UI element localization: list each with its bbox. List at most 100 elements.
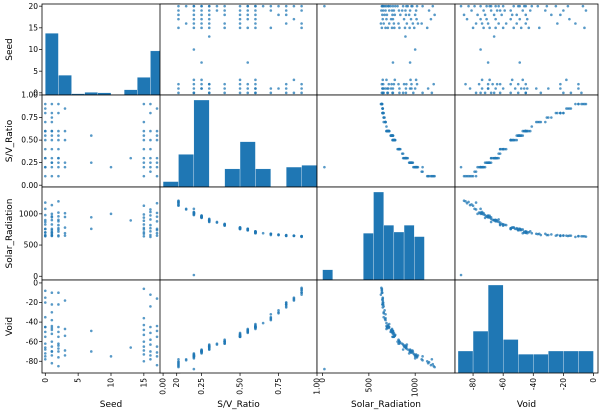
histogram-bar-solar-radiation-0 [322, 269, 333, 281]
scatter-point-s-v-ratio-vs-solar-radiation-113 [411, 161, 414, 164]
scatter-point-solar-radiation-vs-s-v-ratio-115 [207, 218, 211, 222]
scatter-point-void-vs-solar-radiation-87 [408, 348, 412, 351]
scatter-point-void-vs-seed-41 [63, 334, 67, 338]
scatter-point-seed-vs-void-98 [473, 4, 476, 8]
scatter-point-seed-vs-void-104 [512, 4, 516, 8]
scatter-point-seed-vs-void-82 [524, 13, 528, 17]
scatter-point-solar-radiation-vs-seed-44 [89, 215, 93, 219]
y-tick-label-void-0: -80 [26, 357, 38, 366]
scatter-point-s-v-ratio-vs-seed-54 [142, 134, 146, 137]
scatter-point-seed-vs-void-117 [459, 4, 463, 8]
scatter-point-solar-radiation-vs-void-93 [528, 230, 532, 233]
scatter-point-seed-vs-s-v-ratio-94 [269, 9, 273, 12]
scatter-point-seed-vs-solar-radiation-53 [393, 26, 396, 30]
scatter-point-seed-vs-void-37 [577, 82, 580, 86]
scatter-point-void-vs-seed-56 [142, 316, 146, 320]
histogram-bar-void-2 [487, 284, 504, 374]
scatter-point-seed-vs-void-45 [518, 61, 522, 64]
scatter-point-seed-vs-void-44 [486, 61, 490, 64]
x-tick-label-void-2: -40 [529, 378, 538, 390]
scatter-point-seed-vs-s-v-ratio-64 [254, 22, 257, 25]
scatter-point-void-vs-seed-3 [43, 342, 47, 345]
scatter-point-seed-vs-void-111 [566, 4, 570, 8]
scatter-point-seed-vs-s-v-ratio-90 [223, 9, 226, 12]
scatter-point-void-vs-seed-33 [57, 335, 60, 339]
scatter-point-solar-radiation-vs-void-117 [459, 273, 463, 277]
scatter-point-seed-vs-solar-radiation-13 [381, 91, 385, 95]
scatter-point-void-vs-s-v-ratio-92 [246, 327, 250, 331]
scatter-point-seed-vs-void-77 [483, 13, 487, 17]
scatter-point-seed-vs-s-v-ratio-67 [177, 17, 180, 21]
scatter-point-s-v-ratio-vs-seed-36 [57, 111, 60, 115]
y-tick-label-solar-radiation-0: 0 [33, 272, 38, 281]
scatter-point-void-vs-seed-20 [50, 328, 54, 332]
scatter-point-s-v-ratio-vs-void-100 [485, 161, 488, 164]
scatter-point-seed-vs-void-17 [494, 87, 497, 90]
scatter-point-seed-vs-void-52 [501, 26, 505, 30]
scatter-point-solar-radiation-vs-seed-45 [89, 227, 93, 231]
scatter-point-seed-vs-solar-radiation-71 [391, 17, 395, 21]
scatter-point-seed-vs-s-v-ratio-35 [254, 82, 257, 86]
scatter-point-seed-vs-solar-radiation-95 [381, 9, 385, 12]
y-tick-label-seed-0: 0 [33, 88, 38, 97]
scatter-point-seed-vs-void-97 [467, 4, 470, 8]
scatter-point-s-v-ratio-vs-void-37 [577, 102, 580, 106]
scatter-point-seed-vs-s-v-ratio-86 [192, 9, 196, 12]
scatter-point-void-vs-solar-radiation-101 [406, 348, 410, 351]
scatter-point-seed-vs-s-v-ratio-3 [223, 91, 226, 95]
scatter-point-seed-vs-solar-radiation-73 [385, 17, 388, 21]
x-tick-label-seed-2: 10 [107, 378, 116, 388]
scatter-point-void-vs-seed-8 [43, 301, 47, 304]
scatter-point-seed-vs-void-75 [462, 13, 466, 17]
scatter-point-solar-radiation-vs-void-85 [470, 203, 473, 206]
scatter-point-void-vs-solar-radiation-105 [389, 330, 392, 334]
scatter-point-seed-vs-void-18 [501, 87, 505, 90]
scatter-point-s-v-ratio-vs-seed-66 [149, 102, 152, 106]
scatter-point-void-vs-solar-radiation-115 [405, 345, 408, 348]
scatter-point-seed-vs-s-v-ratio-19 [238, 87, 242, 90]
scatter-point-void-vs-seed-34 [57, 330, 60, 334]
histogram-bar-void-3 [503, 339, 519, 374]
scatter-point-seed-vs-s-v-ratio-54 [246, 26, 250, 30]
scatter-point-seed-vs-s-v-ratio-113 [200, 4, 203, 8]
scatter-point-s-v-ratio-vs-seed-55 [142, 129, 146, 133]
scatter-point-seed-vs-solar-radiation-40 [409, 78, 412, 82]
scatter-point-seed-vs-s-v-ratio-93 [254, 9, 257, 12]
scatter-point-seed-vs-void-8 [562, 91, 565, 95]
scatter-point-void-vs-s-v-ratio-63 [238, 331, 242, 335]
scatter-point-s-v-ratio-vs-void-75 [462, 174, 466, 178]
histogram-bar-seed-7 [137, 77, 151, 96]
scatter-point-void-vs-solar-radiation-104 [393, 333, 397, 337]
scatter-point-void-vs-seed-65 [149, 305, 152, 308]
scatter-point-solar-radiation-vs-seed-66 [149, 235, 152, 239]
scatter-point-seed-vs-s-v-ratio-117 [192, 4, 196, 8]
scatter-point-void-vs-solar-radiation-117 [323, 367, 326, 371]
scatter-point-void-vs-solar-radiation-49 [412, 353, 416, 356]
scatter-point-s-v-ratio-vs-seed-30 [57, 161, 60, 164]
scatter-point-void-vs-solar-radiation-92 [390, 327, 394, 331]
scatter-point-solar-radiation-vs-seed-14 [50, 203, 54, 207]
scatter-point-seed-vs-solar-radiation-60 [411, 22, 415, 25]
scatter-point-seed-vs-solar-radiation-84 [380, 13, 384, 17]
scatter-point-s-v-ratio-vs-seed-71 [155, 138, 159, 142]
scatter-point-void-vs-seed-43 [63, 299, 67, 302]
scatter-point-seed-vs-void-71 [509, 17, 512, 21]
scatter-point-solar-radiation-vs-seed-43 [63, 234, 67, 237]
scatter-point-void-vs-s-v-ratio-83 [277, 309, 280, 312]
scatter-point-s-v-ratio-vs-seed-3 [43, 147, 47, 151]
scatter-point-solar-radiation-vs-void-11 [489, 220, 493, 224]
scatter-point-seed-vs-s-v-ratio-53 [238, 26, 242, 30]
scatter-point-seed-vs-solar-radiation-79 [399, 13, 402, 17]
scatter-point-seed-vs-void-68 [479, 17, 482, 21]
scatter-point-s-v-ratio-vs-void-66 [574, 102, 577, 106]
histogram-bar-solar-radiation-8 [403, 224, 415, 281]
scatter-point-void-vs-seed-73 [155, 324, 159, 328]
scatter-point-s-v-ratio-vs-solar-radiation-108 [383, 120, 387, 124]
scatter-point-void-vs-s-v-ratio-66 [300, 293, 303, 296]
scatter-point-s-v-ratio-vs-seed-69 [155, 161, 159, 164]
scatter-point-seed-vs-s-v-ratio-89 [215, 9, 219, 12]
scatter-point-void-vs-seed-36 [57, 303, 60, 306]
scatter-point-seed-vs-solar-radiation-5 [391, 91, 395, 95]
scatter-point-void-vs-seed-15 [50, 354, 54, 357]
scatter-point-seed-vs-s-v-ratio-27 [254, 87, 257, 90]
